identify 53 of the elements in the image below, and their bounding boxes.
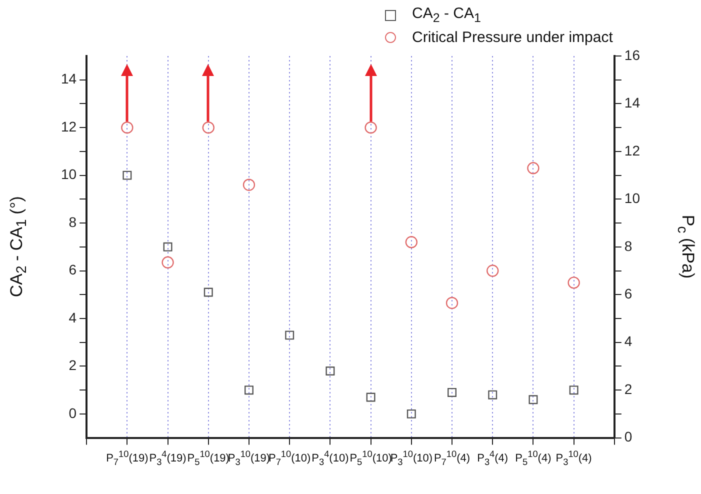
- point: [366, 392, 376, 402]
- point: [486, 264, 499, 277]
- point: [121, 121, 134, 134]
- y2-tick-label: 2: [624, 380, 632, 397]
- x-tick-label: P$_{5}$$^{10}$(10): [350, 448, 392, 467]
- y-tick-label: 2: [68, 357, 77, 374]
- y2-tick-label: 14: [624, 94, 640, 111]
- y-tick-label: 0: [68, 404, 77, 421]
- point: [527, 162, 540, 174]
- point: [326, 366, 335, 376]
- point: [242, 178, 256, 191]
- y2-tick-label: 12: [624, 142, 640, 158]
- x-tick-label: P$_{3}$$^{10}$(4): [556, 448, 592, 467]
- point: [488, 390, 498, 400]
- point: [163, 242, 172, 252]
- x-tick-label: P$_{5}$$^{10}$(4): [515, 448, 552, 467]
- y-tick-label: 6: [68, 262, 77, 278]
- x-tick-label: P$_{3}$$^{4}$(19): [149, 448, 186, 467]
- legend-label: Critical Pressure under impact: [412, 28, 613, 46]
- x-tick-label: P$_{3}$$^{4}$(4): [477, 448, 508, 467]
- x-tick-label: P$_{7}$$^{10}$(10): [268, 448, 311, 467]
- legend-label: CA$_{2}$ - CA$_{1}$: [412, 5, 481, 25]
- x-tick-label: P$_{7}$$^{10}$(4): [434, 448, 470, 467]
- y-tick-label: 4: [68, 309, 77, 326]
- point: [528, 395, 538, 404]
- y2-tick-label: 8: [624, 238, 632, 254]
- point: [568, 276, 580, 289]
- point: [406, 409, 416, 418]
- y2-tick-label: 10: [624, 190, 640, 206]
- y-tick-label: 12: [60, 118, 77, 134]
- point: [204, 288, 213, 297]
- x-tick-label: P$_{7}$$^{10}$(19): [106, 448, 148, 467]
- point: [448, 388, 456, 397]
- point: [244, 386, 254, 395]
- x-tick-label: P$_{5}$$^{10}$(19): [187, 448, 230, 467]
- point: [122, 170, 132, 180]
- y-tick-label: 8: [68, 214, 77, 230]
- point: [202, 121, 214, 134]
- point: [569, 386, 578, 395]
- point: [364, 121, 377, 134]
- y-tick-label: 14: [60, 70, 77, 87]
- point: [405, 236, 418, 248]
- point: [162, 256, 174, 269]
- point: [285, 330, 294, 340]
- y-tick-label: 10: [60, 166, 77, 182]
- point: [446, 296, 458, 310]
- x-tick-label: P$_{3}$$^{10}$(10): [390, 448, 432, 467]
- y2-tick-label: 16: [624, 46, 640, 63]
- x-tick-label: P$_{3}$$^{10}$(19): [228, 448, 270, 467]
- y2-tick-label: 4: [624, 333, 632, 350]
- x-tick-label: P$_{3}$$^{4}$(10): [312, 448, 349, 467]
- y2-tick-label: 0: [624, 428, 632, 445]
- y2-tick-label: 6: [624, 285, 632, 302]
